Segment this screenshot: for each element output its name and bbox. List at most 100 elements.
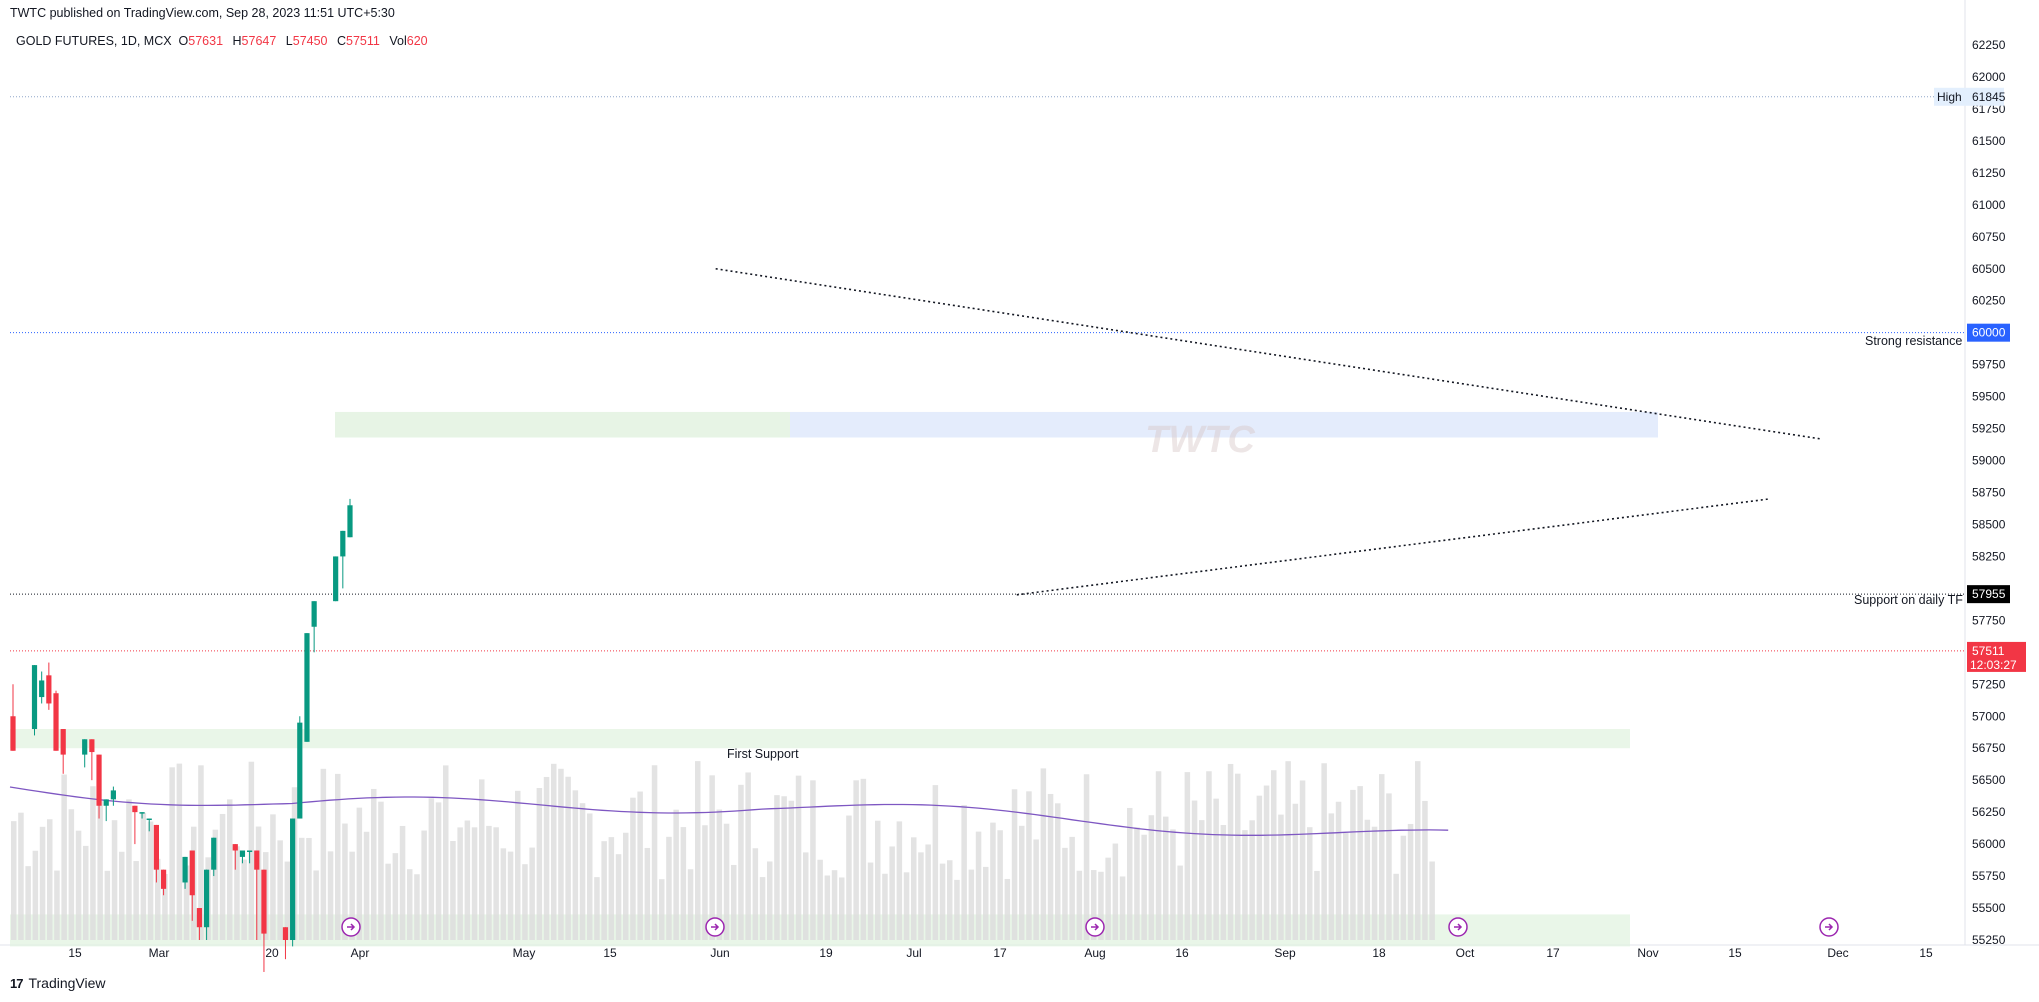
volume-bar bbox=[212, 829, 219, 940]
volume-bar bbox=[255, 826, 262, 940]
volume-bar bbox=[39, 826, 46, 940]
resistance-price-box bbox=[1967, 323, 2010, 342]
volume-bar bbox=[147, 821, 154, 940]
volume-bar bbox=[342, 823, 348, 940]
support-price-value: 57955 bbox=[1972, 587, 2006, 601]
volume-bar bbox=[558, 768, 564, 940]
volume-bar bbox=[529, 847, 535, 940]
candle-body bbox=[189, 850, 195, 896]
event-marker-icon bbox=[341, 917, 361, 937]
volume-bar bbox=[277, 840, 283, 940]
high-label-value: 61845 bbox=[1972, 90, 2006, 104]
volume-bar bbox=[1213, 798, 1219, 940]
volume-bar bbox=[1278, 814, 1284, 940]
volume-bar bbox=[1055, 803, 1061, 940]
volume-bar bbox=[32, 850, 39, 940]
time-tick-label: 20 bbox=[265, 946, 279, 960]
symbol-name: GOLD FUTURES, 1D, MCX bbox=[16, 34, 172, 48]
price-tick-label: 56500 bbox=[1972, 773, 2006, 787]
volume-bar bbox=[795, 775, 802, 940]
volume-bar bbox=[1415, 761, 1421, 940]
volume-bar bbox=[18, 812, 24, 940]
volume-bar bbox=[1119, 876, 1126, 940]
volume-bar bbox=[731, 864, 737, 940]
volume-bar bbox=[507, 851, 514, 940]
volume-bar bbox=[1422, 800, 1428, 940]
candle-body bbox=[89, 739, 95, 753]
volume-bar bbox=[1263, 785, 1270, 940]
volume-bar bbox=[25, 866, 31, 940]
event-marker-arrow bbox=[1091, 923, 1100, 931]
time-tick-label: Jul bbox=[906, 946, 921, 960]
candle-body bbox=[247, 850, 253, 852]
candle-body bbox=[53, 693, 59, 751]
tradingview-brand[interactable]: 17 TradingView bbox=[10, 975, 106, 991]
volume-bar bbox=[284, 861, 291, 940]
volume-bar bbox=[947, 860, 953, 940]
volume-bar bbox=[61, 774, 67, 940]
resistance-zone bbox=[790, 411, 1658, 438]
volume-bar bbox=[68, 809, 75, 940]
event-marker-arrow bbox=[711, 923, 720, 931]
volume-bar bbox=[1105, 857, 1111, 940]
brand-name: TradingView bbox=[28, 975, 106, 991]
event-marker-icon bbox=[1448, 917, 1468, 937]
time-tick-label: 15 bbox=[1728, 946, 1742, 960]
volume-bar bbox=[954, 879, 960, 940]
price-tick-label: 58750 bbox=[1972, 486, 2006, 500]
published-header: TWTC published on TradingView.com, Sep 2… bbox=[10, 6, 395, 20]
time-tick-label: 15 bbox=[1919, 946, 1933, 960]
volume-bar bbox=[270, 814, 276, 940]
price-tick-label: 55750 bbox=[1972, 869, 2006, 883]
volume-bar bbox=[162, 873, 168, 940]
volume-bar bbox=[1299, 780, 1306, 940]
price-tick-label: 58500 bbox=[1972, 517, 2006, 531]
volume-bar bbox=[327, 851, 334, 940]
volume-bar bbox=[1112, 843, 1119, 940]
volume-bar bbox=[299, 837, 305, 940]
volume-bar bbox=[1011, 789, 1018, 940]
volume-bar bbox=[745, 772, 751, 940]
volume-bar bbox=[183, 865, 190, 940]
volume-bar bbox=[378, 801, 384, 940]
volume-bar bbox=[198, 765, 204, 940]
volume-bar bbox=[450, 841, 456, 940]
volume-bar bbox=[313, 870, 319, 940]
candle-body bbox=[110, 790, 116, 800]
volume-bar bbox=[1127, 807, 1133, 940]
volume-bar bbox=[1033, 839, 1039, 940]
volume-bar bbox=[234, 846, 240, 940]
volume-bar bbox=[1328, 813, 1335, 940]
time-tick-label: Oct bbox=[1456, 946, 1475, 960]
event-marker-icon bbox=[1085, 917, 1105, 937]
candle-body bbox=[232, 844, 238, 851]
price-tick-label: 56250 bbox=[1972, 805, 2006, 819]
volume-bar bbox=[839, 877, 845, 940]
volume-bar bbox=[1134, 827, 1140, 940]
volume-bar bbox=[1386, 793, 1392, 940]
volume-bar bbox=[169, 767, 175, 940]
volume-bar bbox=[414, 874, 420, 940]
time-tick-label: Apr bbox=[351, 946, 370, 960]
volume-bar bbox=[702, 825, 708, 940]
volume-bar bbox=[486, 825, 492, 940]
volume-bar bbox=[1321, 763, 1327, 940]
volume-bar bbox=[1271, 770, 1277, 940]
time-tick-label: Dec bbox=[1827, 946, 1848, 960]
volume-bar bbox=[90, 786, 96, 940]
volume-bar bbox=[133, 861, 139, 940]
volume-bar bbox=[695, 761, 701, 940]
volume-bar bbox=[882, 873, 888, 940]
tradingview-logo-icon: 17 bbox=[10, 975, 24, 991]
volume-bar bbox=[1292, 803, 1299, 940]
volume-bar bbox=[896, 821, 903, 940]
price-tick-label: 62000 bbox=[1972, 70, 2006, 84]
price-tick-label: 59750 bbox=[1972, 358, 2006, 372]
volume-bar bbox=[1069, 836, 1075, 940]
volume-bar bbox=[227, 799, 233, 940]
vol-value: 620 bbox=[406, 34, 428, 48]
first-support-zone bbox=[10, 729, 1630, 749]
volume-bar bbox=[363, 831, 370, 940]
price-tick-label: 55500 bbox=[1972, 901, 2006, 915]
